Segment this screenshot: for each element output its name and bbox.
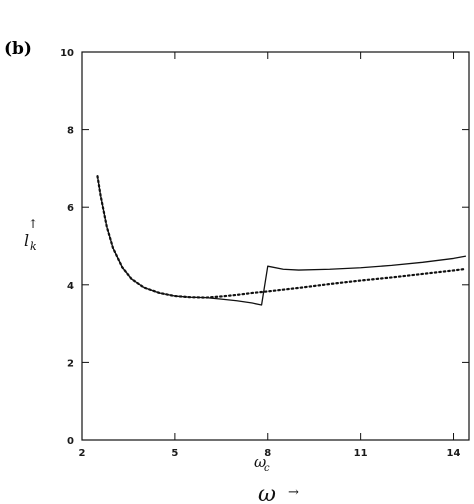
x-tick-label: 11 (354, 448, 368, 459)
x-tick-label: 8 (264, 448, 271, 459)
secondary-x-label-main: ω (258, 482, 276, 504)
dotted-series-line (96, 175, 467, 299)
y-tick-label: 0 (67, 436, 74, 447)
y-axis-label-sub: k (30, 240, 37, 253)
series-layer (96, 175, 467, 306)
y-tick-label: 2 (67, 358, 74, 369)
secondary-x-arrow: → (288, 485, 299, 500)
y-tick-label: 8 (67, 126, 74, 137)
y-axis-arrow: ↑ (28, 217, 38, 231)
panel-label: (b) (4, 39, 32, 59)
solid-series-line (96, 176, 467, 306)
x-axis-label-main: ω (254, 453, 266, 471)
x-tick-label: 2 (79, 448, 86, 459)
x-axis-label: ω c (254, 453, 270, 474)
x-tick-label: 5 (171, 448, 178, 459)
x-axis-ticks: 2 5 8 11 14 (79, 52, 461, 459)
x-axis-label-sub: c (264, 463, 270, 474)
y-axis-ticks: 0 2 4 6 8 10 (60, 48, 469, 447)
y-tick-label: 6 (67, 203, 74, 214)
plot-frame (81, 51, 470, 441)
y-tick-label: 4 (67, 281, 74, 292)
y-tick-label: 10 (60, 48, 74, 59)
y-axis-label-main: l (24, 231, 29, 250)
x-tick-label: 14 (447, 448, 461, 459)
secondary-x-label: ω → (258, 482, 299, 504)
y-axis-label: ↑ l k (24, 217, 38, 253)
